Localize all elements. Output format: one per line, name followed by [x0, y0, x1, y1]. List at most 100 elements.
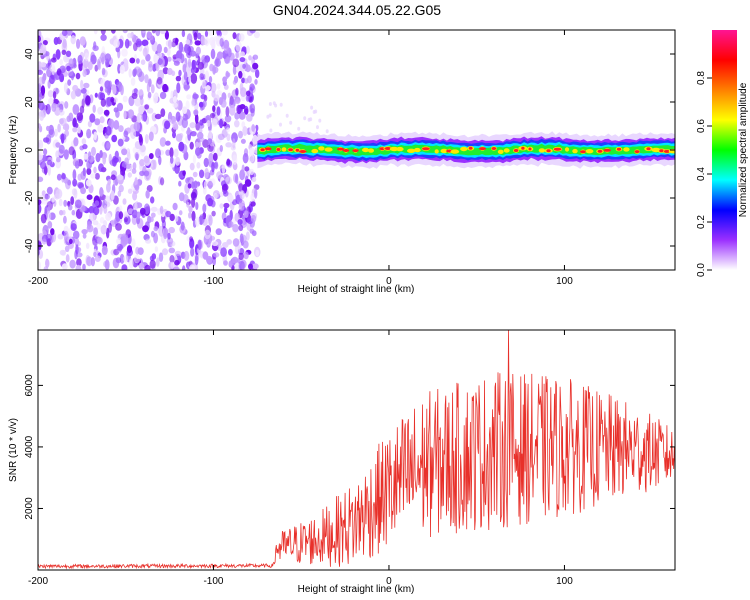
noise-speckle	[221, 30, 228, 36]
noise-speckle	[169, 147, 174, 159]
noise-speckle	[128, 258, 134, 269]
y-tick-label: 4000	[24, 435, 35, 458]
noise-speckle	[249, 83, 255, 91]
noise-speckle	[139, 159, 145, 167]
noise-speckle	[139, 170, 145, 177]
noise-speckle	[72, 118, 77, 128]
y-tick-label: 2000	[24, 497, 35, 520]
noise-speckle	[240, 138, 246, 144]
noise-speckle	[231, 91, 236, 97]
noise-speckle	[185, 100, 190, 110]
noise-speckle	[105, 212, 112, 221]
noise-speckle	[76, 258, 82, 267]
noise-speckle	[186, 94, 192, 100]
noise-speckle	[122, 30, 128, 34]
noise-speckle	[297, 126, 301, 131]
noise-speckle	[122, 198, 127, 205]
noise-speckle	[285, 113, 289, 118]
noise-speckle	[38, 35, 41, 43]
noise-speckle	[116, 174, 124, 181]
noise-speckle	[103, 109, 110, 116]
noise-speckle	[195, 46, 201, 55]
noise-speckle	[111, 134, 118, 143]
noise-speckle	[163, 46, 168, 54]
noise-speckle	[42, 40, 48, 46]
noise-speckle	[160, 108, 166, 117]
noise-speckle	[45, 258, 49, 267]
noise-speckle	[42, 156, 49, 162]
noise-speckle	[38, 101, 45, 111]
noise-speckle	[157, 58, 163, 65]
noise-speckle	[151, 30, 156, 34]
noise-speckle	[123, 130, 129, 138]
noise-speckle	[138, 133, 143, 143]
noise-speckle	[158, 252, 164, 262]
noise-speckle	[232, 154, 238, 166]
noise-speckle	[137, 89, 144, 96]
noise-speckle	[139, 207, 146, 215]
colorbar-tick-label: 0.0	[696, 263, 707, 277]
x-tick-label: 100	[556, 276, 573, 287]
noise-speckle	[82, 263, 86, 270]
noise-speckle	[238, 203, 245, 211]
noise-speckle	[99, 187, 104, 197]
noise-speckle	[137, 149, 142, 155]
noise-speckle	[63, 82, 68, 93]
noise-speckle	[159, 91, 167, 100]
noise-speckle	[207, 197, 214, 207]
noise-speckle	[75, 264, 82, 270]
colorbar-ticks: 0.0 0.2 0.4 0.6 0.8	[696, 71, 712, 277]
noise-speckle	[81, 98, 85, 109]
noise-speckle	[157, 51, 163, 58]
noise-speckle	[77, 173, 83, 181]
snr-plot-area	[38, 330, 675, 570]
signal-hotspot	[434, 149, 439, 154]
signal-hotspot	[281, 147, 287, 152]
noise-speckle	[104, 53, 112, 63]
noise-speckle	[115, 109, 120, 118]
noise-speckle	[195, 202, 199, 210]
noise-speckle	[229, 104, 236, 116]
signal-hotspot	[572, 148, 578, 154]
noise-speckle	[127, 172, 132, 178]
noise-speckle	[140, 59, 146, 65]
noise-speckle	[170, 41, 177, 48]
signal-peak	[288, 148, 293, 152]
noise-speckle	[222, 242, 229, 248]
noise-speckle	[72, 84, 79, 92]
noise-speckle	[250, 201, 256, 207]
noise-speckle	[185, 39, 191, 45]
noise-speckle	[110, 174, 116, 181]
noise-speckle	[193, 109, 199, 116]
noise-speckle	[172, 96, 177, 104]
noise-speckle	[82, 233, 87, 239]
signal-hotspot	[407, 148, 416, 153]
noise-speckle	[279, 102, 283, 107]
noise-speckle	[125, 163, 131, 169]
noise-speckle	[238, 260, 245, 270]
noise-speckle	[204, 70, 210, 82]
colorbar-label: Normalized spectral amplitude	[738, 82, 749, 217]
noise-speckle	[249, 30, 256, 34]
noise-speckle	[53, 72, 58, 81]
noise-speckle	[38, 176, 44, 183]
noise-speckle	[148, 131, 154, 142]
noise-speckle	[226, 133, 231, 142]
noise-speckle	[117, 156, 122, 163]
noise-speckle	[72, 104, 80, 115]
noise-speckle	[180, 221, 185, 231]
signal-peak	[521, 146, 525, 150]
noise-speckle	[95, 152, 101, 163]
noise-speckle	[99, 86, 104, 92]
noise-speckle	[245, 45, 250, 54]
noise-speckle	[238, 70, 243, 79]
spectrogram-panel: -200 -100 0 100 40 20 0 -20 -40 Height of strai…	[8, 29, 676, 295]
y-tick-label: -40	[24, 238, 35, 253]
noise-speckle	[40, 161, 47, 170]
noise-speckle	[150, 206, 158, 212]
noise-speckle	[182, 63, 187, 73]
noise-speckle	[113, 248, 120, 256]
noise-speckle	[255, 69, 260, 79]
noise-speckle	[232, 138, 236, 149]
noise-speckle	[223, 202, 230, 209]
